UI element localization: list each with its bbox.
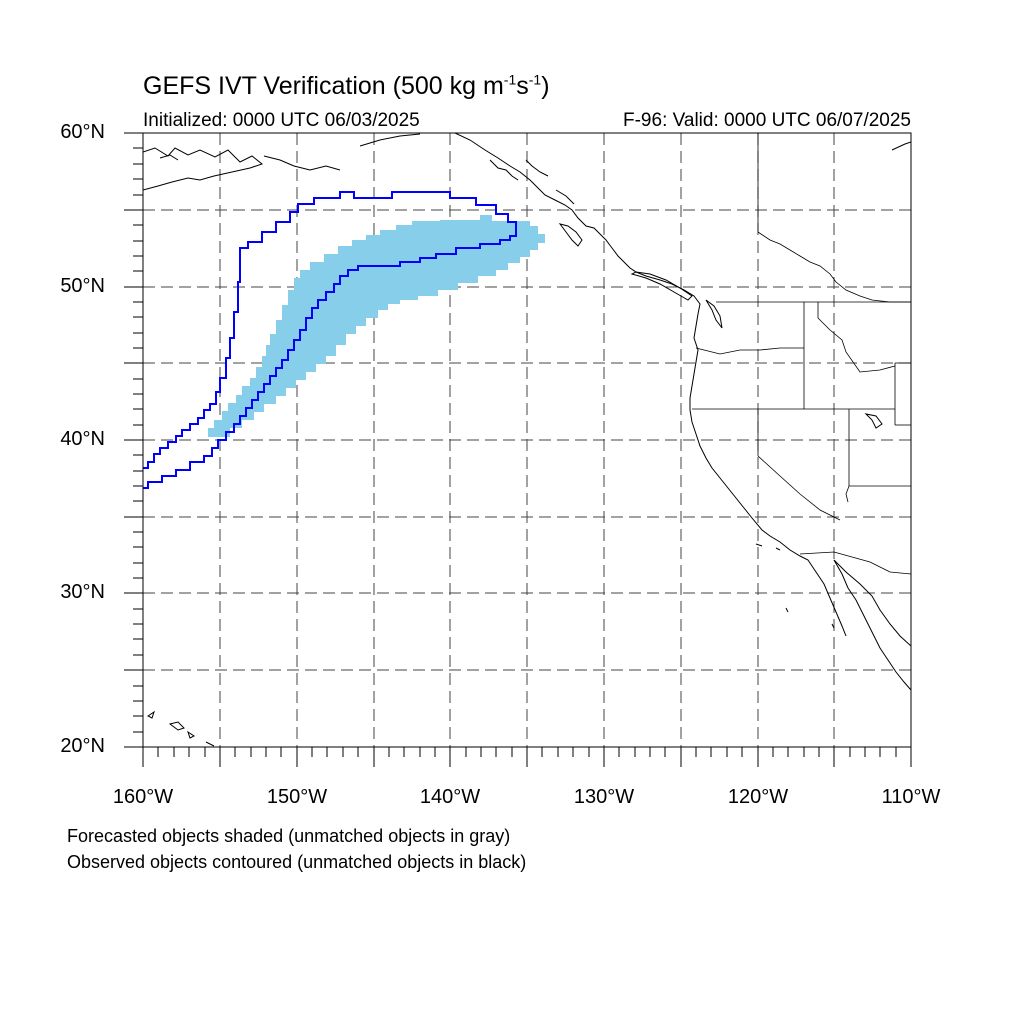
- lat-label-50n: 50°N: [60, 275, 105, 297]
- observed-legend-note: Observed objects contoured (unmatched ob…: [67, 852, 527, 872]
- forecast-legend-note: Forecasted objects shaded (unmatched obj…: [67, 826, 511, 846]
- axis-ticks: [124, 132, 912, 767]
- lat-label-40n: 40°N: [60, 428, 105, 450]
- forecast-ivt-object: [208, 215, 545, 437]
- political-borders: [692, 133, 911, 575]
- lon-label-150w: 150°W: [266, 786, 328, 808]
- coastlines: [143, 133, 911, 747]
- lon-label-140w: 140°W: [419, 786, 481, 808]
- lon-label-160w: 160°W: [112, 786, 174, 808]
- lat-label-30n: 30°N: [60, 581, 105, 603]
- init-time-label: Initialized: 0000 UTC 06/03/2025: [143, 110, 420, 131]
- lon-label-110w: 110°W: [881, 786, 941, 808]
- observed-ivt-contour: [143, 191, 517, 489]
- map-title: GEFS IVT Verification (500 kg m-1s-1): [143, 71, 550, 100]
- lon-label-130w: 130°W: [573, 786, 635, 808]
- lat-label-60n: 60°N: [60, 121, 105, 143]
- lon-label-120w: 120°W: [727, 786, 789, 808]
- valid-time-label: F-96: Valid: 0000 UTC 06/07/2025: [623, 110, 911, 131]
- lat-label-20n: 20°N: [60, 735, 105, 757]
